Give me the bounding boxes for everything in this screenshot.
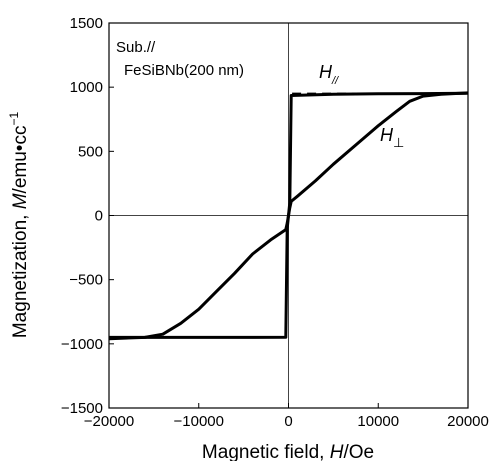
x-tick-label: 20000	[447, 413, 489, 430]
series-layer	[108, 91, 469, 341]
y-axis-title-prefix: Magnetization,	[10, 209, 31, 338]
y-tick-label: 0	[95, 208, 103, 225]
y-tick-label: 1500	[70, 15, 103, 32]
series-line-2	[108, 91, 469, 341]
x-tick-label: 10000	[357, 413, 399, 430]
x-axis-title: Magnetic field, H/Oe	[202, 442, 374, 461]
series-label-h-parallel: H//	[319, 62, 339, 87]
x-axis-title-symbol: H	[330, 442, 344, 461]
x-axis-title-prefix: Magnetic field,	[202, 442, 330, 461]
ticks-layer: −20000 −10000 0 10000 20000 1500 1000 500 0 −500 −…	[61, 15, 489, 430]
y-tick-label: −500	[69, 272, 103, 289]
y-axis-title-symbol: M	[10, 193, 31, 209]
series-label-h-parallel-main: H	[319, 62, 333, 82]
y-tick-label: −1500	[61, 400, 103, 417]
y-axis-title-exponent: −1	[7, 112, 21, 126]
y-tick-label: 1000	[70, 79, 103, 96]
annotation-line-1: Sub.//	[116, 39, 156, 56]
series-label-h-parallel-sub: //	[331, 75, 339, 87]
x-tick-label: 0	[284, 413, 292, 430]
annotation-line-2: FeSiBNb(200 nm)	[124, 62, 244, 79]
series-label-h-perp: H⊥	[380, 125, 404, 150]
series-label-h-perp-sub: ⊥	[393, 135, 404, 150]
y-axis-title: Magnetization, M/emu•cc−1	[7, 112, 31, 339]
x-tick-label: −20000	[84, 413, 134, 430]
series-label-h-perp-main: H	[380, 125, 394, 145]
y-axis-title-unit: /emu•cc	[10, 126, 31, 194]
y-tick-label: −1000	[61, 336, 103, 353]
x-tick-label: −10000	[174, 413, 224, 430]
x-axis-title-unit: /Oe	[343, 442, 374, 461]
y-tick-label: 500	[78, 143, 103, 160]
